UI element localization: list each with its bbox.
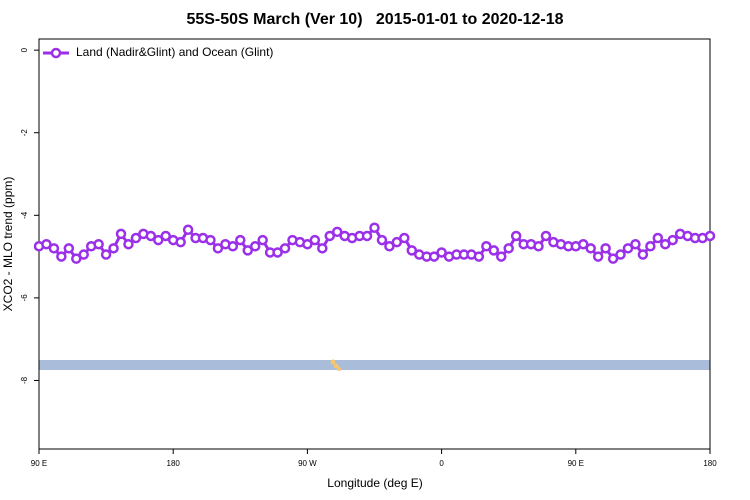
point <box>93 238 104 250</box>
point <box>56 251 67 262</box>
legend-label: Land (Nadir&Glint) and Ocean (Glint) <box>76 45 273 59</box>
x-tick-label: 90 E <box>568 459 584 468</box>
y-tick-label: -2 <box>20 129 29 137</box>
point <box>71 253 82 264</box>
point <box>406 245 418 256</box>
plot-frame <box>38 38 711 450</box>
land-dot <box>333 363 339 369</box>
point <box>279 243 291 254</box>
point <box>242 245 254 256</box>
point <box>399 232 410 244</box>
point <box>384 241 395 252</box>
x-tick-label: 90 E <box>31 459 47 468</box>
point <box>503 243 514 254</box>
point <box>473 251 485 262</box>
point <box>309 234 321 246</box>
point <box>361 230 373 242</box>
point <box>153 234 164 246</box>
point <box>630 238 641 250</box>
point <box>369 222 380 233</box>
point <box>578 238 589 250</box>
point <box>48 243 60 254</box>
point <box>622 243 634 254</box>
chart-title: 55S-50S March (Ver 10) 2015-01-01 to 202… <box>186 11 563 28</box>
point <box>652 232 664 244</box>
x-tick-label: 90 W <box>298 459 317 468</box>
point <box>175 236 186 248</box>
land-dot <box>337 367 341 371</box>
point <box>272 247 283 258</box>
point <box>600 243 611 254</box>
legend-marker <box>50 47 62 59</box>
point <box>115 228 127 240</box>
point <box>533 241 544 252</box>
point <box>130 232 142 244</box>
point <box>660 238 671 250</box>
y-tick-label: -4 <box>20 211 29 219</box>
point <box>376 234 388 246</box>
y-tick-label: 0 <box>20 47 29 52</box>
point <box>205 234 216 246</box>
point <box>212 243 224 254</box>
land-strip <box>39 360 710 370</box>
point <box>123 238 134 250</box>
point <box>302 238 313 250</box>
point <box>249 241 261 252</box>
point <box>585 243 596 254</box>
y-tick-label: -6 <box>20 294 29 302</box>
point <box>41 238 52 250</box>
point <box>78 249 89 260</box>
point <box>331 226 343 238</box>
point <box>63 243 75 254</box>
point <box>227 241 239 252</box>
x-axis-label: Longitude (deg E) <box>327 476 422 490</box>
point <box>637 249 649 260</box>
x-tick-label: 180 <box>167 459 181 468</box>
point <box>160 230 171 242</box>
point <box>436 247 447 258</box>
land-dot <box>330 359 336 365</box>
point <box>667 234 678 246</box>
point <box>428 251 440 262</box>
point <box>645 241 656 252</box>
point <box>100 249 112 260</box>
point <box>108 243 119 254</box>
point <box>391 236 403 248</box>
point <box>592 251 604 262</box>
point <box>488 245 500 256</box>
point <box>257 234 268 246</box>
y-axis-label: XCO2 - MLO trend (ppm) <box>1 177 15 312</box>
x-tick-label: 180 <box>703 459 717 468</box>
point <box>235 234 246 246</box>
point <box>182 224 194 236</box>
point <box>317 243 328 254</box>
point <box>481 241 492 252</box>
point <box>607 253 619 264</box>
point <box>510 230 522 242</box>
point <box>704 230 716 242</box>
point <box>495 251 507 262</box>
x-tick-label: 0 <box>439 459 444 468</box>
point <box>615 249 626 260</box>
point <box>324 230 336 242</box>
y-tick-label: -8 <box>20 376 29 384</box>
point <box>540 230 552 242</box>
point <box>145 230 157 242</box>
